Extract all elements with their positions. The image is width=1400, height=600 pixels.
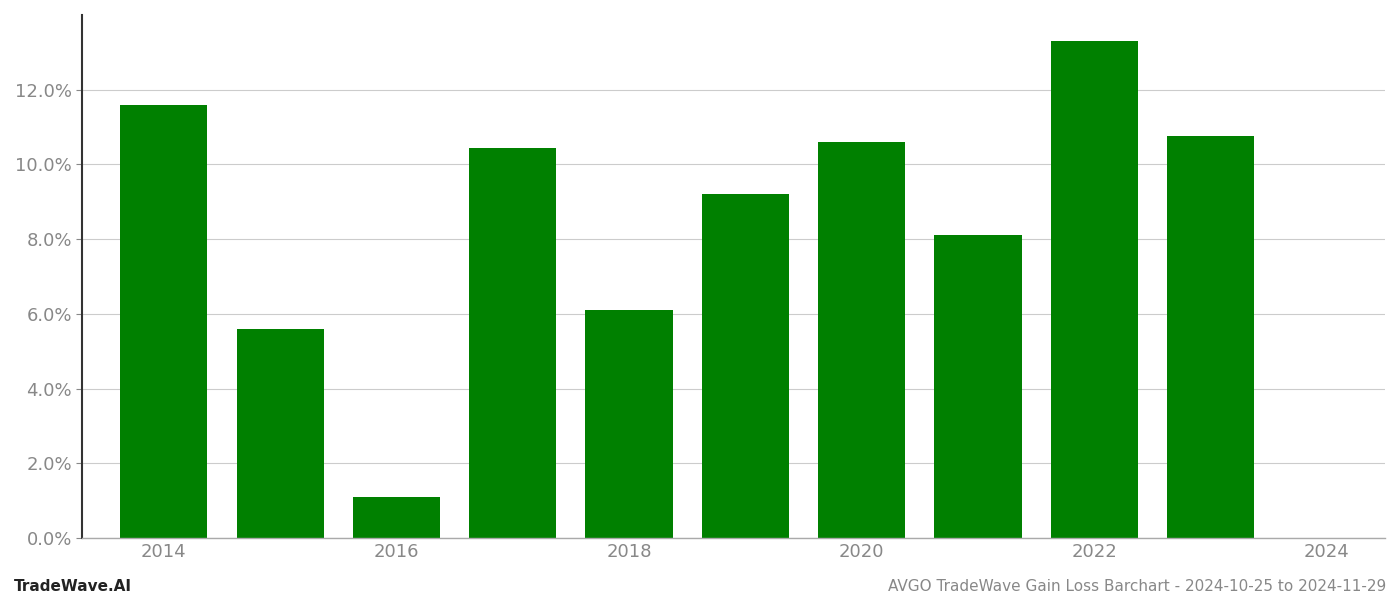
Bar	[353, 497, 440, 538]
Text: TradeWave.AI: TradeWave.AI	[14, 579, 132, 594]
Bar	[701, 194, 790, 538]
Bar	[585, 310, 672, 538]
Bar	[120, 104, 207, 538]
Bar	[1050, 41, 1138, 538]
Bar	[818, 142, 906, 538]
Bar	[469, 148, 556, 538]
Bar	[1168, 136, 1254, 538]
Bar	[237, 329, 323, 538]
Bar	[934, 235, 1022, 538]
Text: AVGO TradeWave Gain Loss Barchart - 2024-10-25 to 2024-11-29: AVGO TradeWave Gain Loss Barchart - 2024…	[888, 579, 1386, 594]
